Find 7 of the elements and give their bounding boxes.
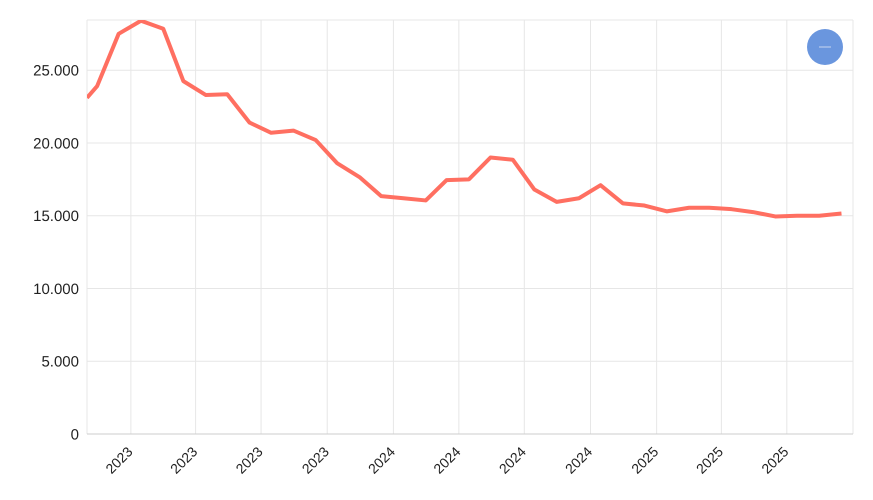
y-tick-label: 0 — [70, 426, 79, 444]
y-tick-label: 25.000 — [33, 62, 79, 80]
y-tick-label: 15.000 — [33, 208, 79, 226]
y-tick-label: 5.000 — [41, 354, 79, 371]
line-series — [87, 20, 844, 218]
y-tick-label: 10.000 — [33, 280, 79, 298]
y-tick-label: 20.000 — [33, 135, 79, 152]
